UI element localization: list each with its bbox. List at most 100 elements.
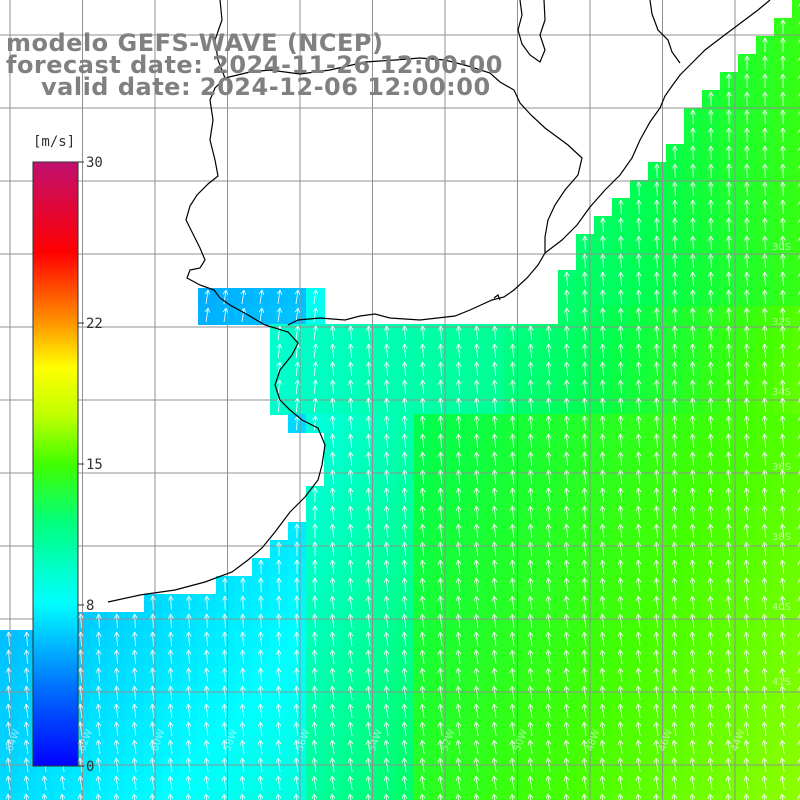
wind-arrow: [725, 775, 732, 790]
wind-arrow: [690, 379, 696, 395]
wind-cell: [630, 540, 649, 559]
wind-cell: [216, 612, 235, 631]
wind-arrow: [707, 433, 714, 449]
wind-cell: [378, 342, 397, 361]
wind-cell: [486, 504, 505, 523]
wind-arrow: [581, 775, 588, 790]
wind-arrow: [419, 631, 426, 646]
wind-arrow: [707, 757, 714, 772]
wind-cell: [792, 774, 800, 793]
wind-cell: [414, 684, 433, 703]
wind-arrow: [329, 775, 336, 790]
wind-cell: [486, 540, 505, 559]
wind-arrow: [77, 739, 84, 754]
wind-cell: [738, 378, 757, 397]
wind-cell: [522, 648, 541, 667]
wind-arrow: [329, 433, 336, 449]
wind-arrow: [185, 739, 192, 754]
wind-arrow: [473, 541, 480, 556]
wind-arrow: [366, 379, 372, 395]
wind-arrow: [617, 577, 624, 592]
wind-cell: [468, 666, 487, 685]
wind-arrow: [77, 775, 84, 790]
wind-cell: [324, 522, 343, 541]
wind-cell: [666, 270, 685, 289]
wind-arrow: [24, 667, 30, 683]
wind-arrow: [744, 181, 750, 197]
wind-arrow: [708, 199, 714, 215]
wind-arrow: [23, 685, 30, 701]
wind-arrow: [347, 523, 354, 538]
wind-arrow: [113, 685, 120, 701]
wind-cell: [342, 468, 361, 487]
wind-cell: [198, 720, 217, 739]
wind-arrow: [726, 217, 732, 233]
wind-arrow: [509, 649, 516, 664]
wind-cell: [774, 738, 793, 757]
wind-cell: [738, 306, 757, 325]
wind-cell: [234, 612, 253, 631]
wind-cell: [378, 684, 397, 703]
wind-arrow: [419, 793, 426, 800]
wind-arrow: [312, 325, 319, 340]
wind-arrow: [383, 595, 390, 610]
wind-cell: [612, 234, 631, 253]
wind-arrow: [780, 343, 786, 359]
wind-arrow: [383, 559, 390, 574]
wind-arrow: [725, 721, 732, 736]
wind-cell: [792, 108, 800, 127]
wind-arrow: [509, 613, 516, 628]
wind-arrow: [474, 397, 480, 413]
wind-cell: [792, 216, 800, 235]
wind-cell: [558, 306, 577, 325]
wind-arrow: [167, 775, 174, 790]
wind-arrow: [635, 451, 642, 467]
wind-cell: [648, 630, 667, 649]
wind-arrow: [401, 523, 408, 538]
wind-cell: [774, 216, 793, 235]
wind-cell: [468, 378, 487, 397]
wind-arrow: [599, 757, 606, 772]
wind-arrow: [527, 541, 534, 556]
wind-cell: [198, 630, 217, 649]
wind-arrow: [5, 721, 12, 736]
wind-arrow: [617, 505, 624, 521]
wind-arrow: [635, 721, 642, 736]
wind-arrow: [708, 109, 714, 125]
wind-arrow: [671, 721, 678, 736]
wind-arrow: [473, 487, 480, 503]
wind-cell: [432, 684, 451, 703]
wind-cell: [756, 180, 775, 199]
wind-arrow: [708, 217, 714, 233]
wind-cell: [792, 558, 800, 577]
wind-arrow: [294, 541, 300, 557]
wind-cell: [666, 144, 685, 163]
wind-arrow: [311, 757, 318, 772]
wind-arrow: [779, 739, 786, 754]
wind-cell: [360, 360, 379, 379]
wind-cell: [216, 684, 235, 703]
wind-arrow: [221, 703, 228, 718]
wind-cell: [522, 540, 541, 559]
wind-cell: [702, 774, 721, 793]
wind-arrow: [383, 505, 390, 521]
wind-cell: [504, 594, 523, 613]
wind-arrow: [455, 757, 462, 772]
wind-arrow: [707, 685, 714, 700]
wind-arrow: [761, 433, 768, 449]
wind-arrow: [491, 685, 498, 700]
wind-arrow: [779, 613, 786, 628]
wind-cell: [738, 72, 757, 91]
wind-arrow: [617, 685, 624, 700]
wind-arrow: [347, 667, 354, 682]
wind-arrow: [185, 721, 192, 736]
wind-arrow: [150, 649, 156, 665]
wind-cell: [774, 162, 793, 181]
wind-arrow: [707, 469, 714, 485]
wind-cell: [792, 72, 800, 91]
wind-cell: [576, 702, 595, 721]
wind-cell: [432, 432, 451, 451]
wind-arrow: [743, 523, 750, 538]
wind-arrow: [329, 757, 336, 772]
wind-arrow: [330, 415, 336, 431]
